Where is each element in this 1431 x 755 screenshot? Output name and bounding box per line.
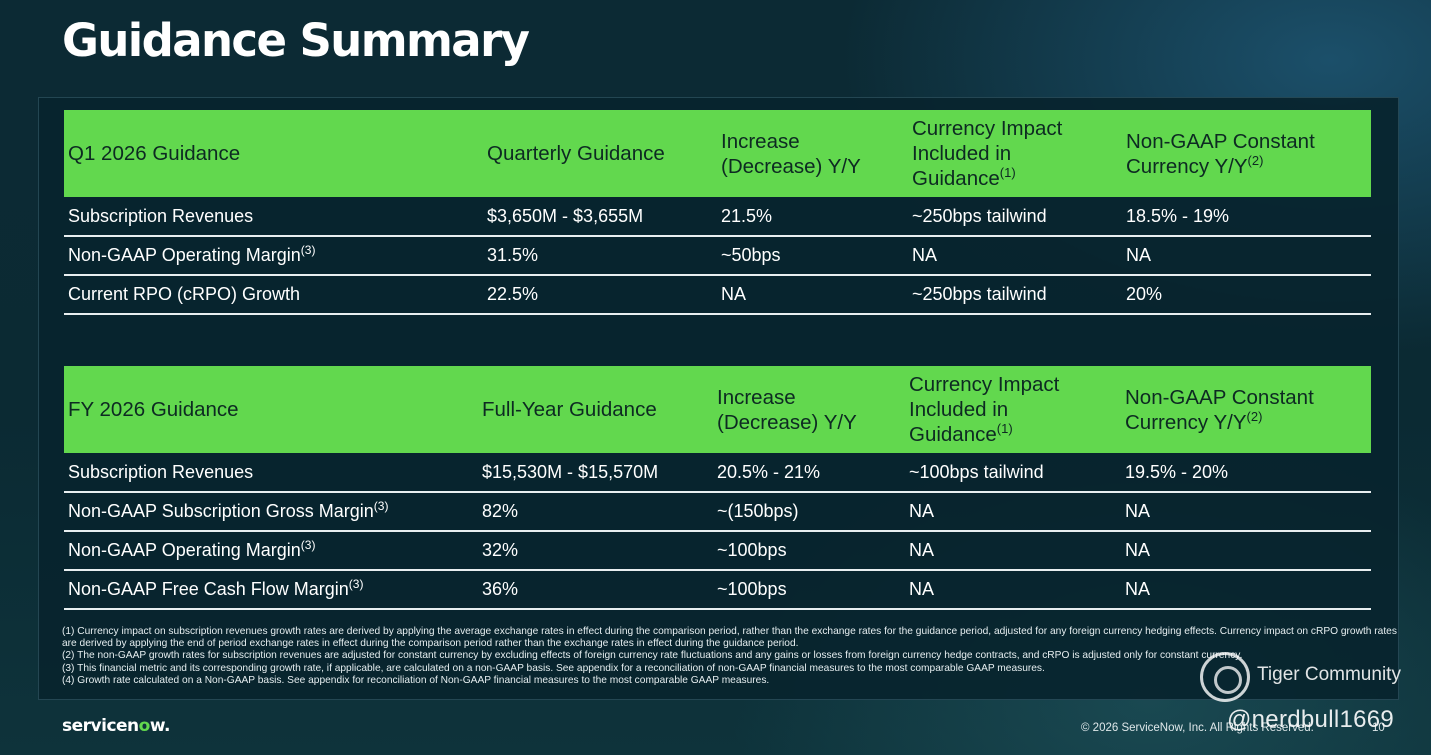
tiger-community-logo-icon	[1200, 652, 1250, 702]
header-text: FY 2026 Guidance	[68, 398, 239, 421]
table-row: Subscription Revenues $3,650M - $3,655M …	[64, 197, 1371, 237]
logo-accent: o	[138, 716, 151, 736]
value-cell: NA	[1121, 570, 1371, 610]
metric-cell: Subscription Revenues	[64, 197, 483, 237]
metric-label: Non-GAAP Operating Margin	[68, 540, 301, 560]
value-cell: $3,650M - $3,655M	[483, 197, 717, 237]
header-text: Full-Year Guidance	[482, 398, 657, 421]
metric-cell: Current RPO (cRPO) Growth	[64, 275, 483, 315]
q1-header-cell: Non-GAAP Constant Currency Y/Y(2)	[1122, 110, 1371, 197]
value-cell: 32%	[478, 531, 713, 571]
value-cell: 31.5%	[483, 236, 717, 276]
watermark-name: Tiger Community	[1257, 664, 1401, 685]
header-text: Currency Impact Included in Guidance	[912, 117, 1063, 190]
fy-header-row: FY 2026 Guidance Full-Year Guidance Incr…	[64, 366, 1371, 453]
header-text: Currency Impact Included in Guidance	[909, 373, 1060, 446]
logo-text: servicen	[62, 716, 139, 736]
value-cell: 20.5% - 21%	[713, 453, 905, 493]
metric-sup: (3)	[300, 538, 316, 552]
q1-header-cell: Q1 2026 Guidance	[64, 110, 483, 197]
footnote-3: (3) This financial metric and its corres…	[62, 662, 1045, 674]
value-cell: NA	[905, 531, 1121, 571]
metric-sup: (3)	[373, 499, 389, 513]
value-cell: $15,530M - $15,570M	[478, 453, 713, 493]
q1-header-row: Q1 2026 Guidance Quarterly Guidance Incr…	[64, 110, 1371, 197]
value-cell: 18.5% - 19%	[1122, 197, 1371, 237]
q1-header-cell: Quarterly Guidance	[483, 110, 717, 197]
servicenow-logo: servicenow.	[62, 716, 170, 736]
value-cell: 22.5%	[483, 275, 717, 315]
value-cell: NA	[908, 236, 1122, 276]
value-cell: ~(150bps)	[713, 492, 905, 532]
value-cell: ~50bps	[717, 236, 908, 276]
value-cell: NA	[1122, 236, 1371, 276]
metric-label: Current RPO (cRPO) Growth	[68, 284, 301, 304]
metric-cell: Subscription Revenues	[64, 453, 478, 493]
header-text: Increase (Decrease) Y/Y	[717, 385, 857, 434]
page-number: 10	[1372, 722, 1385, 734]
table-row: Non-GAAP Operating Margin(3) 32% ~100bps…	[64, 531, 1371, 571]
page-title: Guidance Summary	[62, 14, 530, 67]
metric-cell: Non-GAAP Operating Margin(3)	[64, 531, 478, 571]
value-cell: NA	[905, 492, 1121, 532]
table-row: Non-GAAP Free Cash Flow Margin(3) 36% ~1…	[64, 570, 1371, 610]
value-cell: ~250bps tailwind	[908, 197, 1122, 237]
value-cell: ~250bps tailwind	[908, 275, 1122, 315]
footnote-2: (2) The non-GAAP growth rates for subscr…	[62, 650, 1243, 662]
header-text: Quarterly Guidance	[487, 142, 665, 165]
table-row: Subscription Revenues $15,530M - $15,570…	[64, 453, 1371, 493]
metric-cell: Non-GAAP Subscription Gross Margin(3)	[64, 492, 478, 532]
footnote-4: (4) Growth rate calculated on a Non-GAAP…	[62, 674, 770, 686]
header-text: Non-GAAP Constant Currency Y/Y	[1125, 385, 1314, 434]
header-text: Increase (Decrease) Y/Y	[721, 129, 861, 178]
metric-label: Subscription Revenues	[68, 461, 254, 482]
header-sup: (2)	[1247, 152, 1264, 168]
fy-header-cell: FY 2026 Guidance	[64, 366, 478, 453]
copyright-notice: © 2026 ServiceNow, Inc. All Rights Reser…	[1081, 722, 1314, 734]
value-cell: NA	[1121, 531, 1371, 571]
value-cell: 19.5% - 20%	[1121, 453, 1371, 493]
fy-guidance-table: FY 2026 Guidance Full-Year Guidance Incr…	[64, 366, 1371, 610]
metric-sup: (3)	[348, 577, 364, 591]
metric-label: Non-GAAP Free Cash Flow Margin	[68, 579, 349, 599]
value-cell: 20%	[1122, 275, 1371, 315]
table-row: Current RPO (cRPO) Growth 22.5% NA ~250b…	[64, 275, 1371, 315]
value-cell: 36%	[478, 570, 713, 610]
metric-cell: Non-GAAP Operating Margin(3)	[64, 236, 483, 276]
header-text: Non-GAAP Constant Currency Y/Y	[1126, 129, 1315, 178]
metric-label: Non-GAAP Subscription Gross Margin	[68, 501, 374, 521]
value-cell: ~100bps	[713, 531, 905, 571]
value-cell: NA	[905, 570, 1121, 610]
q1-header-cell: Increase (Decrease) Y/Y	[717, 110, 908, 197]
table-row: Non-GAAP Subscription Gross Margin(3) 82…	[64, 492, 1371, 532]
metric-cell: Non-GAAP Free Cash Flow Margin(3)	[64, 570, 478, 610]
value-cell: NA	[1121, 492, 1371, 532]
watermark-handle: @nerdbull1669	[1227, 706, 1395, 733]
q1-header-cell: Currency Impact Included in Guidance(1)	[908, 110, 1122, 197]
fy-header-cell: Full-Year Guidance	[478, 366, 713, 453]
value-cell: 21.5%	[717, 197, 908, 237]
value-cell: ~100bps tailwind	[905, 453, 1121, 493]
logo-text-end: w.	[149, 716, 171, 736]
header-sup: (1)	[996, 421, 1013, 437]
metric-label: Subscription Revenues	[68, 205, 254, 226]
footnotes: (1) Currency impact on subscription reve…	[62, 626, 1397, 687]
metric-label: Non-GAAP Operating Margin	[68, 245, 301, 265]
footnote-1: (1) Currency impact on subscription reve…	[62, 626, 1397, 650]
fy-header-cell: Increase (Decrease) Y/Y	[713, 366, 905, 453]
q1-guidance-table: Q1 2026 Guidance Quarterly Guidance Incr…	[64, 110, 1371, 315]
table-row: Non-GAAP Operating Margin(3) 31.5% ~50bp…	[64, 236, 1371, 276]
header-sup: (2)	[1246, 408, 1263, 424]
metric-sup: (3)	[300, 243, 316, 257]
value-cell: 82%	[478, 492, 713, 532]
value-cell: NA	[717, 275, 908, 315]
header-sup: (1)	[999, 165, 1016, 181]
header-text: Q1 2026 Guidance	[68, 142, 241, 165]
value-cell: ~100bps	[713, 570, 905, 610]
fy-header-cell: Currency Impact Included in Guidance(1)	[905, 366, 1121, 453]
fy-header-cell: Non-GAAP Constant Currency Y/Y(2)	[1121, 366, 1371, 453]
